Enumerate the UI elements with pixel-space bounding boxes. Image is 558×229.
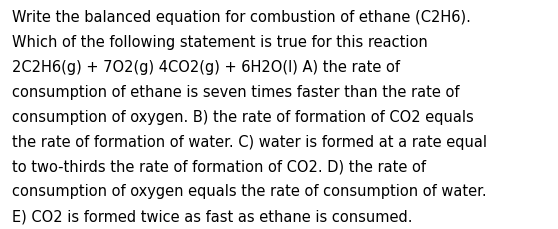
Text: E) CO2 is formed twice as fast as ethane is consumed.: E) CO2 is formed twice as fast as ethane… (12, 208, 413, 223)
Text: to two-thirds the rate of formation of CO2. D) the rate of: to two-thirds the rate of formation of C… (12, 159, 426, 174)
Text: the rate of formation of water. C) water is formed at a rate equal: the rate of formation of water. C) water… (12, 134, 487, 149)
Text: Write the balanced equation for combustion of ethane (C2H6).: Write the balanced equation for combusti… (12, 10, 471, 25)
Text: consumption of oxygen. B) the rate of formation of CO2 equals: consumption of oxygen. B) the rate of fo… (12, 109, 474, 124)
Text: Which of the following statement is true for this reaction: Which of the following statement is true… (12, 35, 428, 50)
Text: 2C2H6(g) + 7O2(g) 4CO2(g) + 6H2O(l) A) the rate of: 2C2H6(g) + 7O2(g) 4CO2(g) + 6H2O(l) A) t… (12, 60, 400, 75)
Text: consumption of ethane is seven times faster than the rate of: consumption of ethane is seven times fas… (12, 85, 460, 99)
Text: consumption of oxygen equals the rate of consumption of water.: consumption of oxygen equals the rate of… (12, 183, 487, 198)
